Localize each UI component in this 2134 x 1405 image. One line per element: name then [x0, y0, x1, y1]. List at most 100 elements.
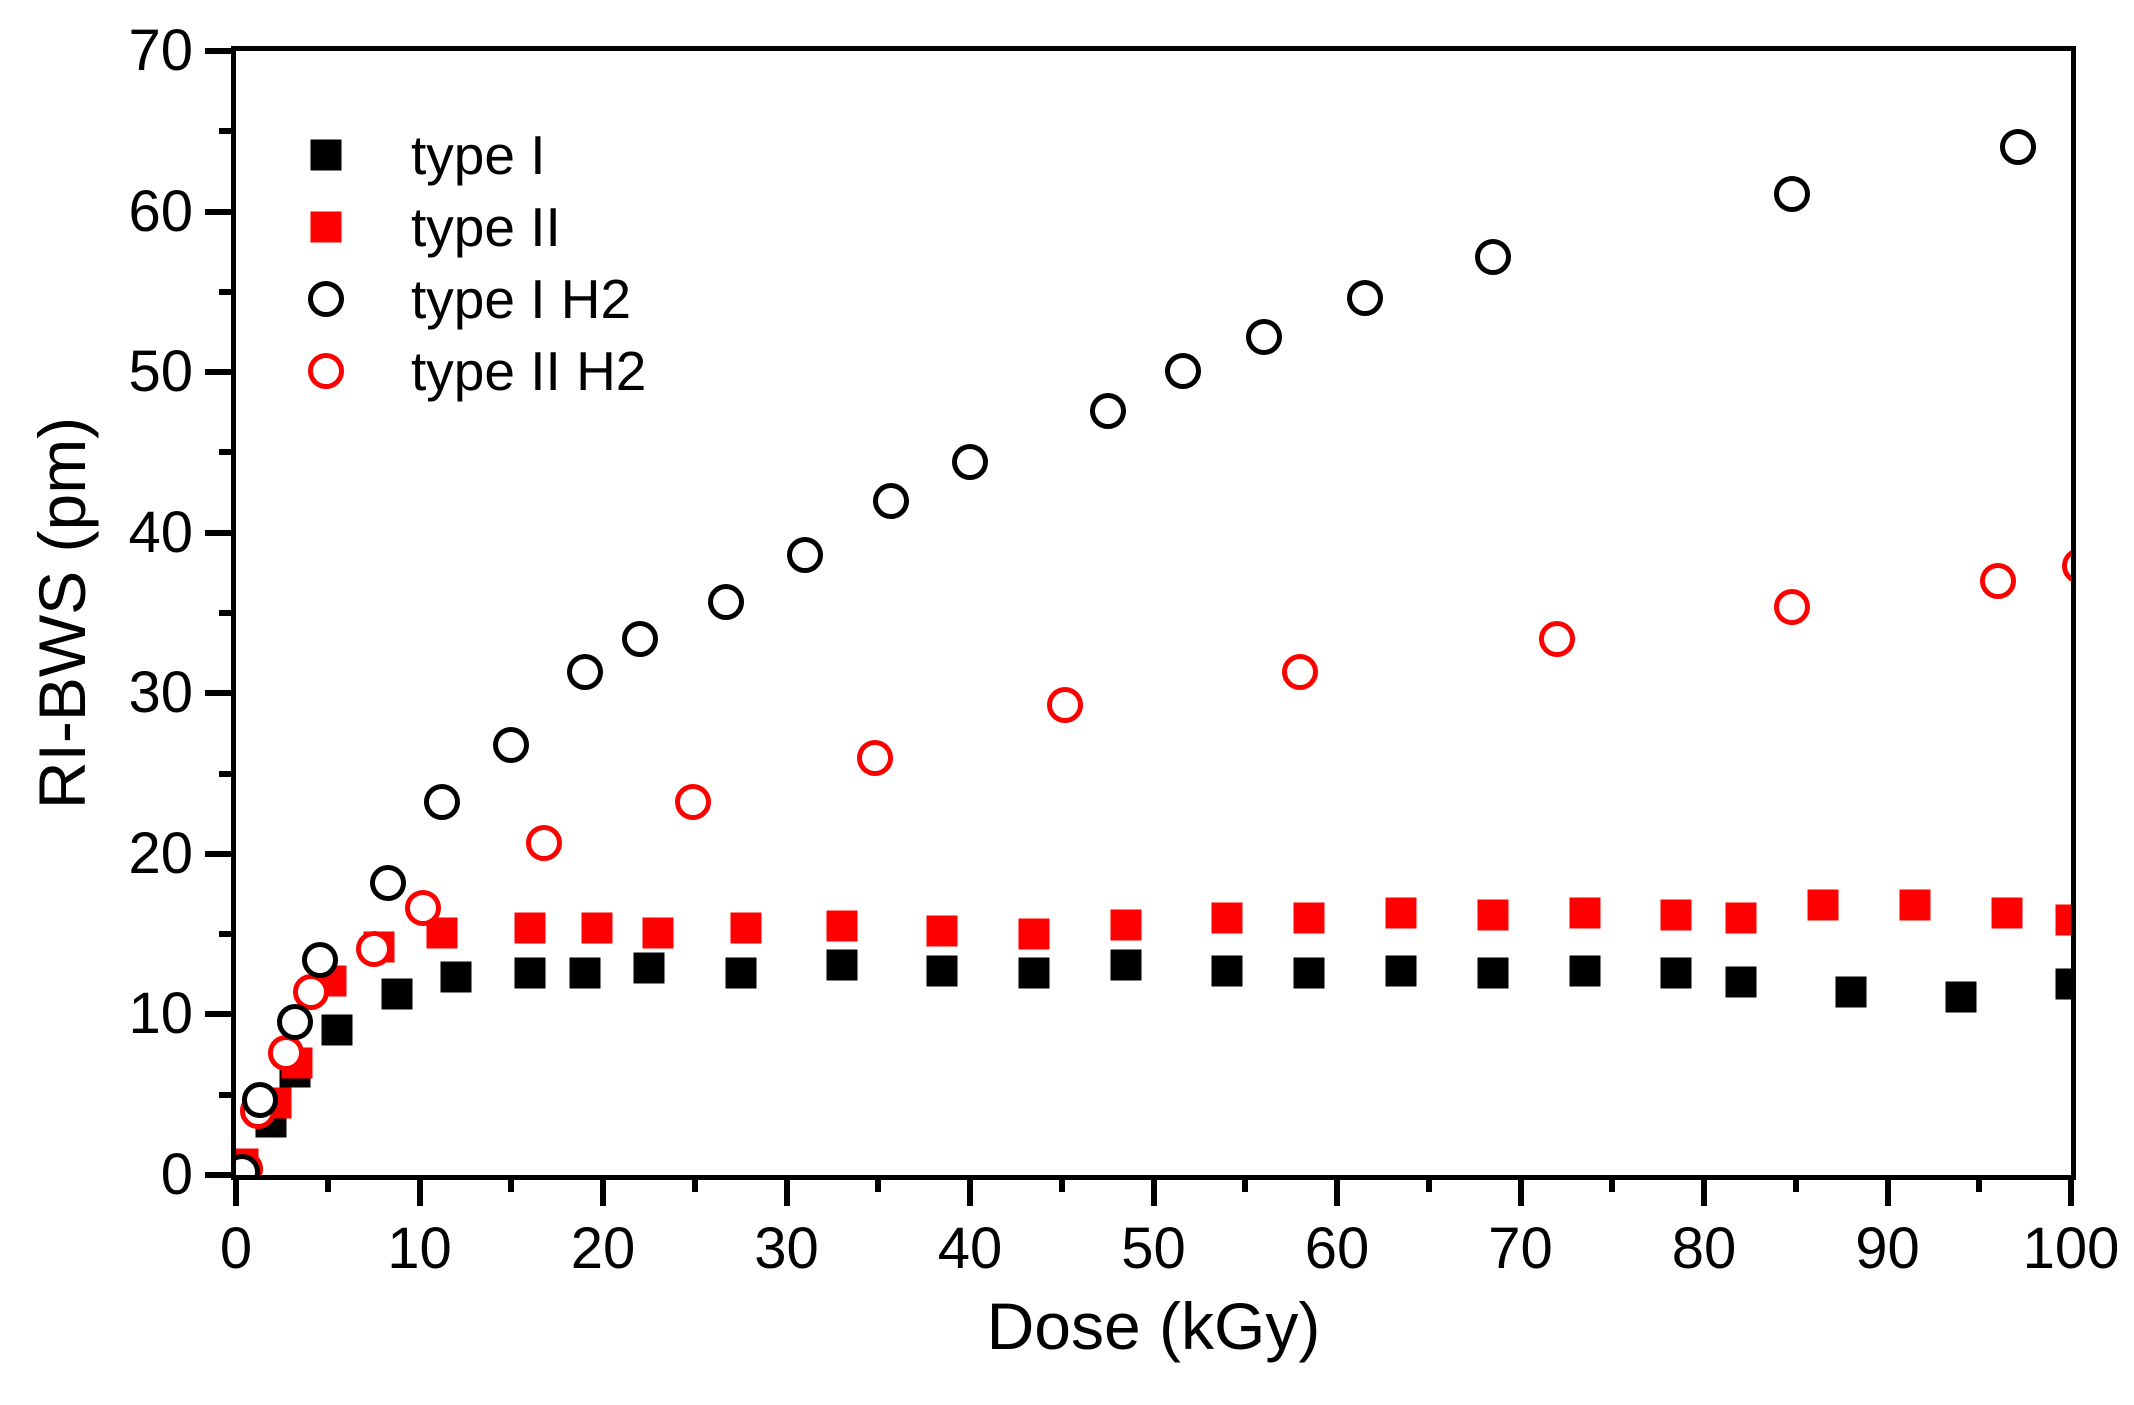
marker-type-i-h2 [1245, 318, 1282, 355]
marker-type-i-h2 [621, 620, 658, 657]
marker-type-ii [1211, 902, 1243, 934]
legend-label: type I H2 [411, 268, 632, 330]
marker-type-i-h2 [302, 941, 339, 978]
marker-type-ii [1899, 889, 1931, 921]
marker-type-ii-h2 [674, 784, 711, 821]
marker-type-i-h2 [1346, 280, 1383, 317]
marker-type-ii [1477, 899, 1509, 931]
y-minor-tick [219, 288, 233, 295]
marker-type-i [381, 978, 413, 1010]
marker-type-i-h2 [493, 726, 530, 763]
marker-type-i [1477, 957, 1509, 989]
marker-type-i [514, 957, 546, 989]
marker-type-i-h2 [1774, 175, 1811, 212]
marker-type-i [633, 952, 665, 984]
y-major-tick [205, 850, 233, 857]
x-tick-label: 30 [754, 1216, 819, 1281]
y-minor-tick [219, 770, 233, 777]
marker-type-i-h2 [786, 537, 823, 574]
marker-type-ii-h2 [355, 930, 392, 967]
x-minor-tick [508, 1178, 515, 1192]
marker-type-ii-h2 [293, 973, 330, 1010]
marker-type-ii-h2 [526, 824, 563, 861]
legend-item-type-i-h2: type I H2 [236, 268, 836, 330]
y-minor-tick [219, 610, 233, 616]
marker-type-i-h2 [236, 1153, 260, 1175]
x-tick-label: 70 [1488, 1216, 1553, 1281]
x-major-tick [783, 1178, 790, 1206]
x-minor-tick [1242, 1178, 1249, 1192]
x-tick-label: 90 [1855, 1216, 1920, 1281]
x-tick-label: 100 [2022, 1216, 2120, 1281]
marker-type-i-h2 [1999, 129, 2036, 166]
legend-label: type II [411, 196, 561, 258]
y-tick-label: 50 [128, 339, 193, 405]
x-tick-label: 60 [1304, 1216, 1370, 1281]
marker-type-ii [1110, 909, 1142, 940]
marker-type-i-h2 [952, 444, 988, 481]
x-minor-tick [1976, 1178, 1983, 1192]
x-major-tick [1884, 1178, 1891, 1206]
x-axis-title: Dose (kGy) [986, 1289, 1321, 1363]
x-tick-label: 10 [387, 1216, 452, 1281]
marker-type-ii-h2 [1539, 620, 1576, 657]
marker-type-ii-h2 [267, 1034, 304, 1071]
y-minor-tick [219, 449, 233, 456]
y-tick-label: 60 [128, 178, 193, 244]
legend-square-icon [310, 139, 342, 171]
marker-type-i [2055, 968, 2071, 1000]
x-minor-tick [324, 1178, 331, 1192]
marker-type-i [725, 957, 757, 989]
plot-area: type I type II type I H2 type II H2 [231, 46, 2076, 1180]
legend-label: type II H2 [411, 340, 647, 402]
marker-type-ii [1569, 897, 1601, 929]
marker-type-i [440, 961, 472, 993]
marker-type-i [1110, 949, 1142, 981]
legend-circle-icon [308, 281, 344, 317]
marker-type-ii [926, 915, 958, 947]
x-major-tick [1334, 1178, 1340, 1206]
x-major-tick [416, 1178, 423, 1206]
x-tick-label: 50 [1121, 1216, 1186, 1281]
y-tick-label: 70 [128, 18, 193, 83]
marker-type-ii-h2 [1979, 562, 2016, 599]
y-minor-tick [219, 128, 233, 135]
marker-type-i-h2 [1089, 392, 1126, 429]
legend-item-type-ii-h2: type II H2 [236, 340, 836, 402]
marker-type-ii-h2 [1774, 588, 1811, 625]
marker-type-i-h2 [370, 864, 407, 901]
marker-type-i [1945, 981, 1977, 1013]
x-minor-tick [875, 1178, 882, 1192]
legend-label: type I [411, 124, 546, 186]
y-major-tick [205, 1172, 233, 1178]
legend-square-icon [310, 211, 342, 243]
y-major-tick [205, 1011, 233, 1018]
marker-type-i-h2 [1474, 238, 1511, 275]
marker-type-i [1293, 957, 1325, 989]
marker-type-ii [826, 910, 858, 942]
x-tick-label: 0 [219, 1216, 253, 1281]
marker-type-i [1835, 976, 1867, 1008]
legend-item-type-ii: type II [236, 196, 836, 258]
marker-type-i [1569, 955, 1601, 987]
marker-type-ii [581, 912, 613, 944]
x-major-tick [233, 1178, 239, 1206]
marker-type-i-h2 [566, 654, 603, 691]
y-major-tick [205, 529, 233, 536]
marker-type-ii [642, 917, 674, 949]
marker-type-i-h2 [1164, 352, 1201, 389]
marker-type-ii [1991, 897, 2023, 929]
y-tick-label: 0 [160, 1142, 193, 1207]
marker-type-ii [730, 912, 762, 944]
marker-type-ii [1385, 897, 1417, 929]
marker-type-i [321, 1014, 353, 1046]
y-major-tick [205, 369, 233, 376]
marker-type-ii [1725, 902, 1757, 934]
x-major-tick [967, 1178, 973, 1206]
marker-type-ii-h2 [2062, 548, 2071, 585]
x-tick-label: 80 [1671, 1216, 1737, 1281]
x-minor-tick [1425, 1178, 1432, 1192]
marker-type-ii [514, 912, 546, 944]
x-minor-tick [1058, 1178, 1065, 1192]
